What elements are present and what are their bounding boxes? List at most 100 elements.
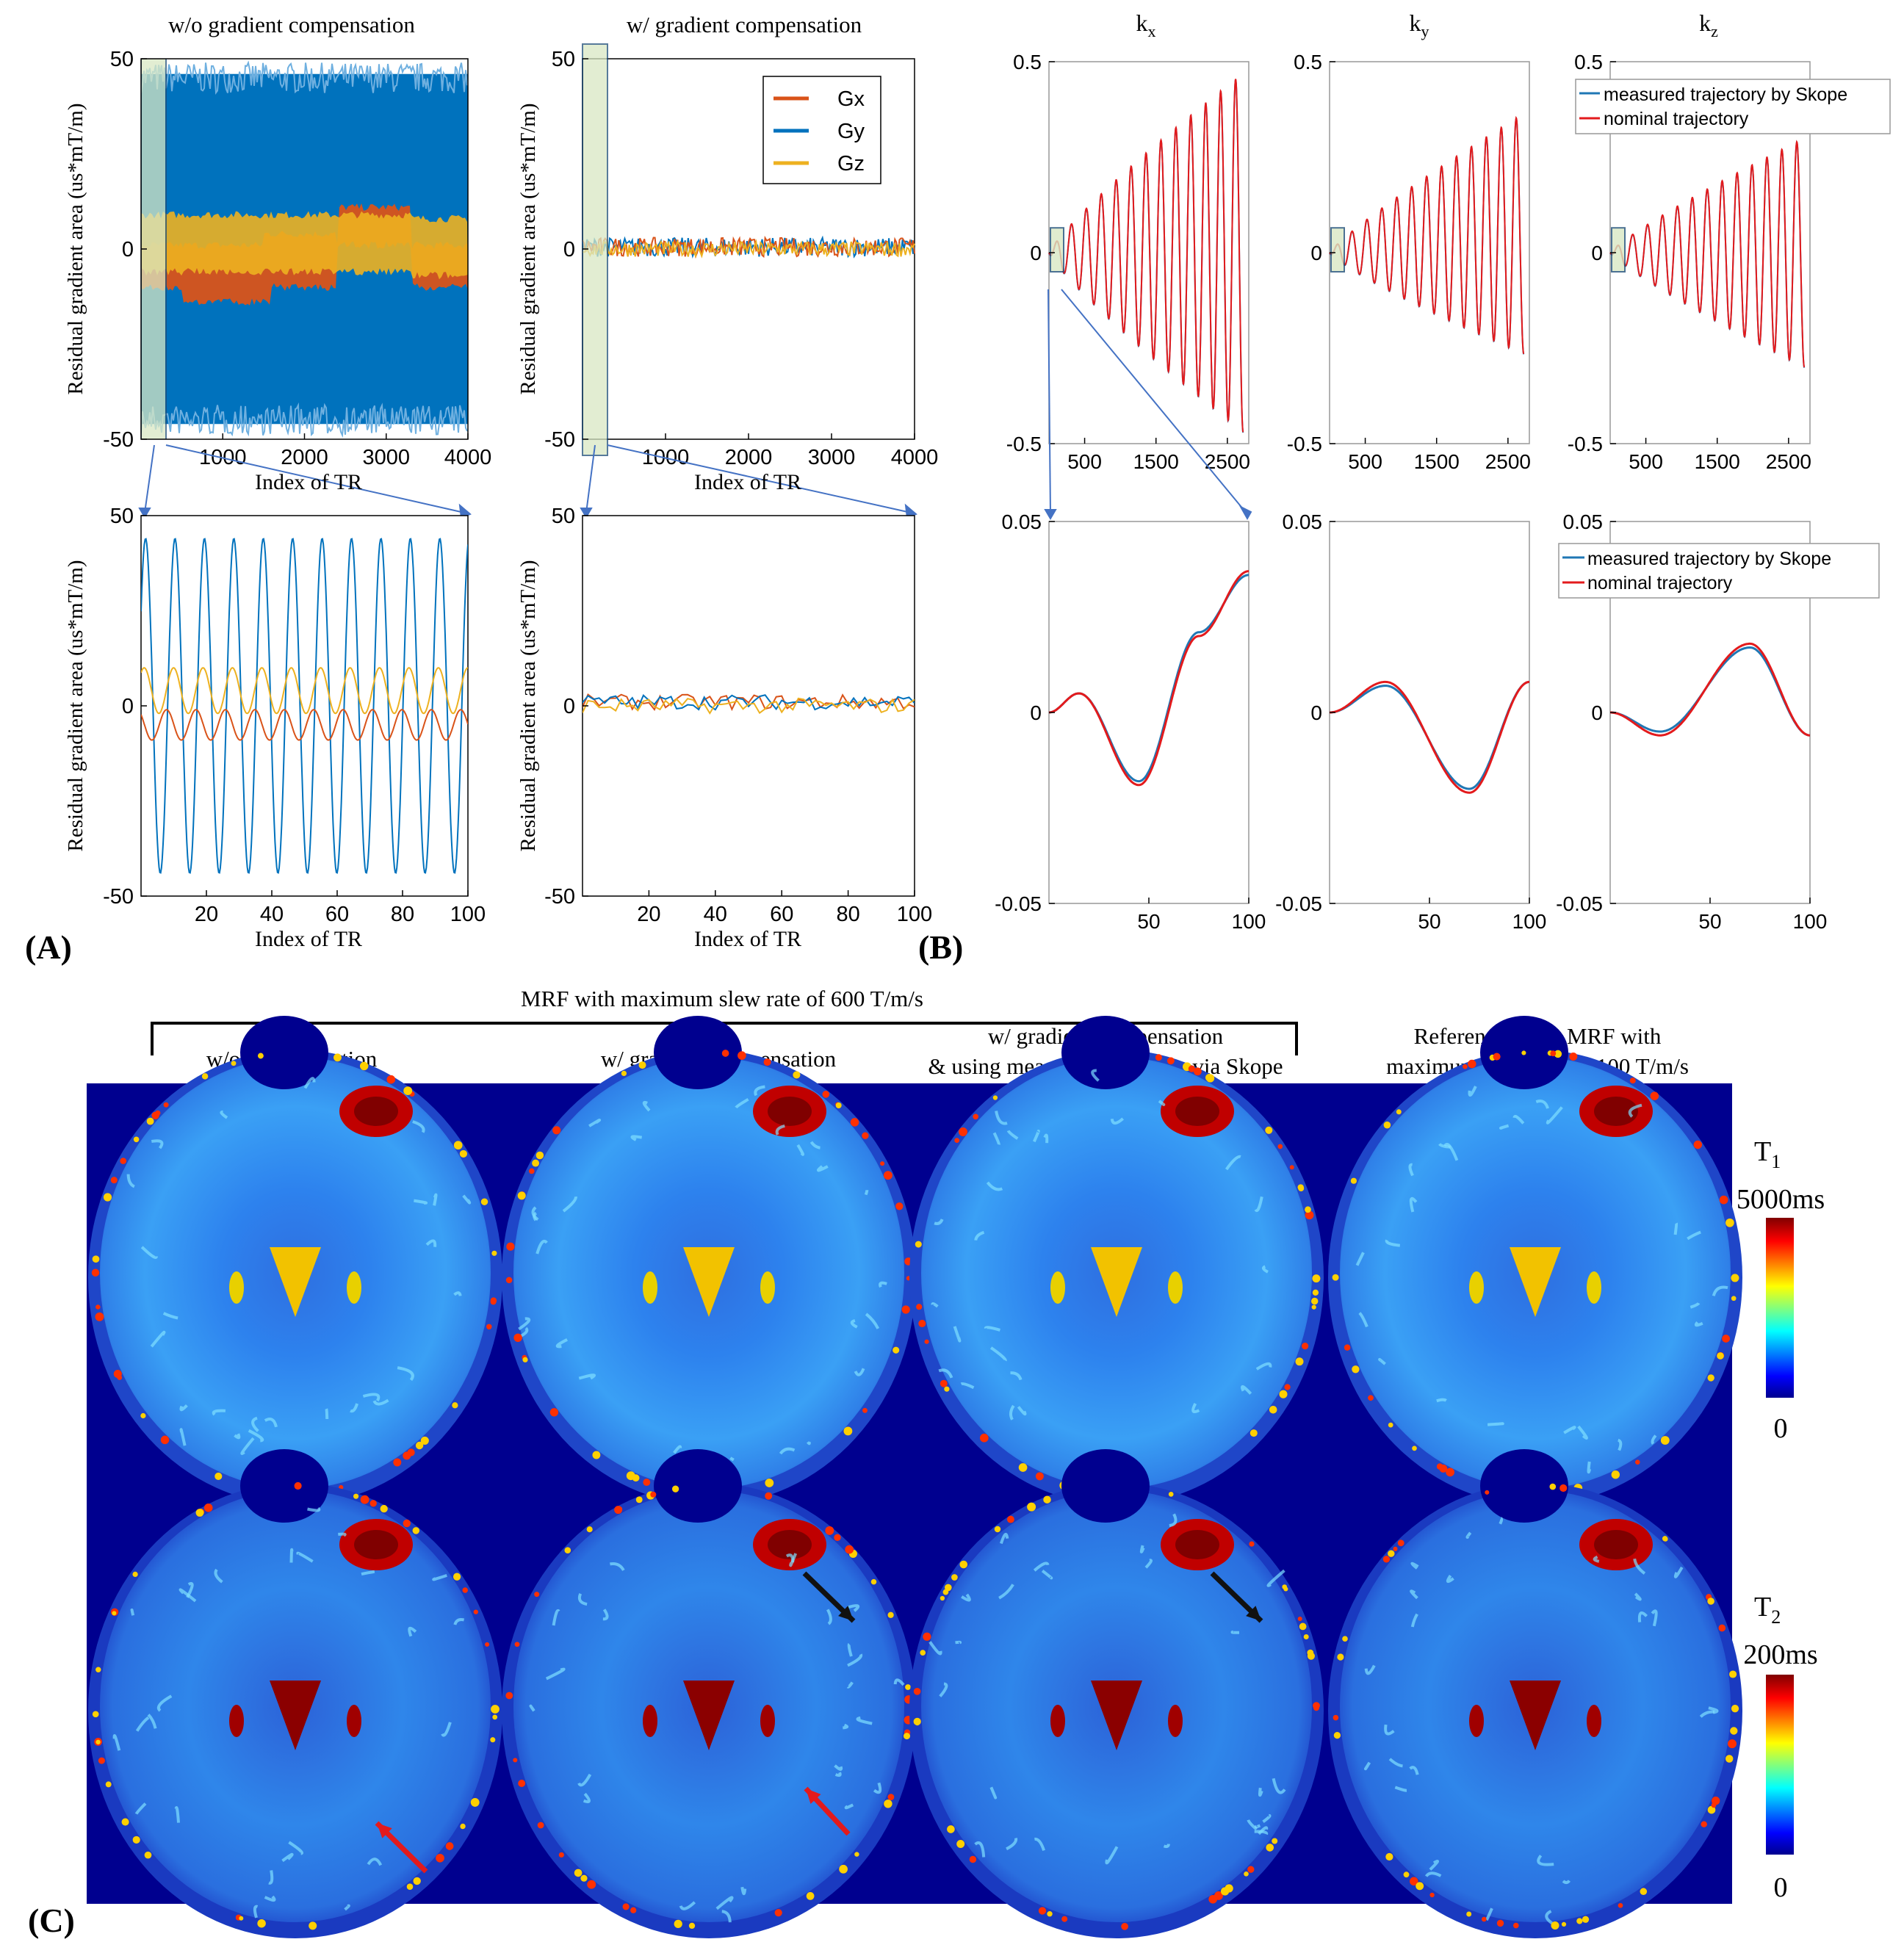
rim-speckle	[850, 1118, 859, 1127]
x-tick-label: 100	[1512, 910, 1547, 933]
rim-speckle	[120, 1158, 127, 1164]
y-tick-label: -0.5	[1568, 433, 1603, 455]
sulcus	[1537, 1855, 1554, 1866]
rim-speckle	[403, 1519, 411, 1528]
rim-speckle	[420, 1436, 429, 1445]
sulcus	[938, 1368, 953, 1379]
rim-speckle	[940, 1379, 948, 1387]
rim-speckle	[522, 1357, 528, 1362]
sulcus	[1006, 1838, 1018, 1851]
rim-speckle	[1310, 1297, 1319, 1305]
sulcus	[715, 1896, 734, 1910]
sulcus	[362, 1393, 381, 1402]
sulcus	[453, 1291, 462, 1296]
rim-speckle	[630, 1907, 637, 1913]
ventricle-horn-left	[229, 1705, 244, 1737]
rim-speckle	[1611, 1470, 1620, 1479]
rim-speckle	[1493, 1053, 1501, 1061]
rim-speckle	[1650, 1091, 1659, 1101]
rim-speckle	[1550, 1050, 1557, 1057]
b-title-ky: ky	[1410, 10, 1429, 40]
y-tick-label: -0.5	[1006, 433, 1042, 455]
rim-speckle	[163, 1102, 169, 1108]
x-tick-label: 500	[1067, 450, 1102, 473]
sulcus	[995, 1111, 1008, 1125]
sulcus	[578, 1374, 596, 1380]
rim-speckle	[1576, 1918, 1583, 1924]
rim-speckle	[979, 1433, 989, 1443]
rim-speckle	[1027, 1502, 1036, 1512]
rim-speckle	[763, 1058, 771, 1066]
sulcus	[1408, 1163, 1414, 1177]
sulcus	[865, 1313, 880, 1329]
sulcus	[240, 1437, 255, 1456]
rim-speckle	[95, 1312, 104, 1321]
sulcus	[1436, 1398, 1447, 1403]
y-tick-label: 50	[110, 505, 134, 528]
a-title-right: w/ gradient compensation	[627, 12, 862, 37]
rim-speckle	[413, 1877, 421, 1885]
sulcus	[1010, 1371, 1023, 1381]
rim-speckle	[1043, 1495, 1051, 1504]
sulcus	[545, 1667, 566, 1681]
rim-speckle	[110, 1177, 118, 1184]
b-title-kx: kx	[1136, 10, 1156, 40]
ventricle-horn-left	[1050, 1705, 1065, 1737]
rim-speckle	[920, 1650, 926, 1656]
y-tick-label: 0	[122, 238, 134, 261]
sulcus	[1158, 1100, 1166, 1106]
sulcus	[1041, 1570, 1053, 1580]
rim-speckle	[839, 1864, 848, 1874]
rim-speckle	[1728, 1739, 1737, 1749]
rim-speckle	[1220, 1887, 1230, 1896]
rim-speckle	[1512, 1922, 1519, 1929]
y-tick-label: 0	[1310, 701, 1322, 724]
sulcus	[1587, 1461, 1592, 1474]
rim-speckle	[1463, 1064, 1468, 1069]
sulcus	[162, 1312, 178, 1320]
sulcus	[1694, 1321, 1703, 1327]
x-tick-label: 3000	[808, 446, 856, 469]
rim-speckle	[1551, 1921, 1559, 1930]
ventricle-horn-left	[1469, 1271, 1484, 1304]
sulcus	[518, 1317, 531, 1331]
sulcus	[432, 1573, 447, 1581]
notch	[1061, 1449, 1150, 1523]
rim-speckle	[887, 1794, 895, 1800]
sulcus	[178, 1588, 197, 1603]
rim-speckle	[1485, 1490, 1490, 1495]
rim-speckle	[1554, 1050, 1562, 1058]
rim-speckle	[513, 1758, 518, 1763]
rim-speckle	[1640, 1888, 1648, 1895]
rim-speckle	[835, 1102, 842, 1108]
rim-speckle	[845, 1545, 854, 1554]
sulcus	[338, 1532, 347, 1537]
series-gz-line	[141, 667, 468, 715]
series-gz-envelope	[141, 211, 468, 280]
rim-speckle	[491, 1250, 497, 1256]
x-tick-label: 50	[1137, 910, 1160, 933]
sulcus	[588, 1118, 602, 1127]
sulcus	[1637, 1611, 1648, 1622]
rim-speckle	[514, 1642, 520, 1647]
annotation-arrow	[804, 1786, 851, 1836]
sulcus	[1394, 1786, 1407, 1792]
panel-letter-c: (C)	[28, 1902, 75, 1939]
y-tick-label: -50	[103, 428, 134, 452]
rim-speckle	[622, 1903, 630, 1910]
a-bottom-right-axes: 20 40 60 80 100 -50 0 50	[544, 505, 932, 926]
sulcus	[1247, 1819, 1258, 1831]
frontal-core	[1175, 1530, 1219, 1559]
rim-speckle	[1297, 1184, 1304, 1191]
rim-speckle	[549, 1408, 559, 1417]
rim-speckle	[1662, 1536, 1668, 1542]
sulcus	[1424, 1871, 1442, 1877]
sulcus	[843, 1723, 849, 1730]
b-bottom-axes-kx: 50 100 -0.05 0 0.05	[995, 510, 1266, 933]
sulcus	[931, 1302, 939, 1308]
rim-speckle	[843, 1426, 853, 1436]
rim-speckle	[951, 1574, 958, 1581]
rim-speckle	[621, 1070, 627, 1077]
rim-speckle	[333, 1053, 342, 1062]
